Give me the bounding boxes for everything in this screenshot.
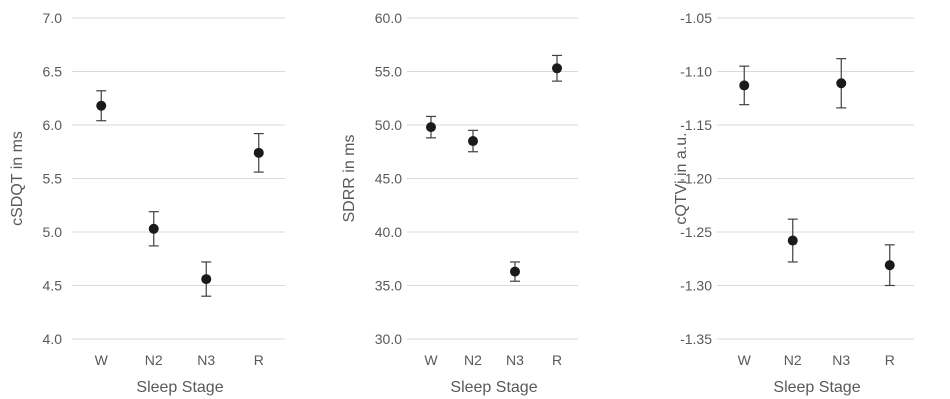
data-point (96, 100, 107, 111)
y-tick-label: 40.0 (375, 224, 402, 240)
x-tick-label: W (95, 352, 109, 368)
x-tick-label: N2 (145, 352, 163, 368)
y-axis-title: cQTVi in a.u. (673, 132, 690, 224)
y-tick-label: 5.5 (43, 171, 63, 187)
y-tick-label: 5.0 (43, 224, 63, 240)
chart-panel-2: 30.0 35.0 40.0 45.0 50.0 55.0 60.0 W N2 N3 R Sleep … (341, 10, 578, 396)
y-tick-label: -1.25 (680, 224, 712, 240)
x-tick-label: N2 (784, 352, 802, 368)
data-point (739, 80, 750, 91)
data-point (201, 274, 212, 285)
y-tick-label: -1.05 (680, 10, 712, 26)
data-point (148, 223, 159, 234)
x-tick-label: N2 (464, 352, 482, 368)
data-point (426, 122, 436, 133)
x-tick-label: N3 (197, 352, 215, 368)
chart-panel-3: -1.35 -1.30 -1.25 -1.20 -1.15 -1.10 -1.05 W N2 N3… (673, 10, 914, 396)
data-point (253, 147, 264, 158)
y-tick-label: 55.0 (375, 64, 402, 80)
y-tick-label: 4.5 (43, 278, 63, 294)
chart-panel-1: 4.0 4.5 5.0 5.5 6.0 6.5 7.0 W N2 N3 R Sleep Stage cS… (9, 10, 285, 396)
y-tick-label: 30.0 (375, 331, 402, 347)
y-tick-label: 45.0 (375, 171, 402, 187)
y-tick-label: -1.30 (680, 278, 712, 294)
y-tick-label: 7.0 (43, 10, 63, 26)
x-tick-label: W (424, 352, 438, 368)
x-tick-label: N3 (832, 352, 850, 368)
y-tick-label: 6.0 (43, 117, 63, 133)
y-tick-label: 35.0 (375, 278, 402, 294)
data-point (552, 63, 562, 74)
y-tick-label: -1.15 (680, 117, 712, 133)
x-tick-label: W (738, 352, 752, 368)
y-tick-label: 6.5 (43, 64, 63, 80)
x-tick-label: N3 (506, 352, 524, 368)
y-tick-label: 50.0 (375, 117, 402, 133)
y-tick-label: 4.0 (43, 331, 63, 347)
data-point (836, 78, 847, 89)
x-axis-title: Sleep Stage (773, 379, 860, 396)
data-point (787, 235, 798, 246)
data-point (510, 266, 520, 277)
y-tick-label: -1.20 (680, 171, 712, 187)
x-tick-label: R (885, 352, 895, 368)
y-tick-label: -1.10 (680, 64, 712, 80)
data-point (468, 136, 478, 147)
x-tick-label: R (552, 352, 562, 368)
x-tick-label: R (254, 352, 264, 368)
x-axis-title: Sleep Stage (136, 379, 223, 396)
y-tick-label: -1.35 (680, 331, 712, 347)
y-axis-title: SDRR in ms (341, 134, 358, 222)
data-point (884, 260, 895, 271)
y-tick-label: 60.0 (375, 10, 402, 26)
y-axis-title: cSDQT in ms (9, 131, 26, 226)
x-axis-title: Sleep Stage (450, 379, 537, 396)
